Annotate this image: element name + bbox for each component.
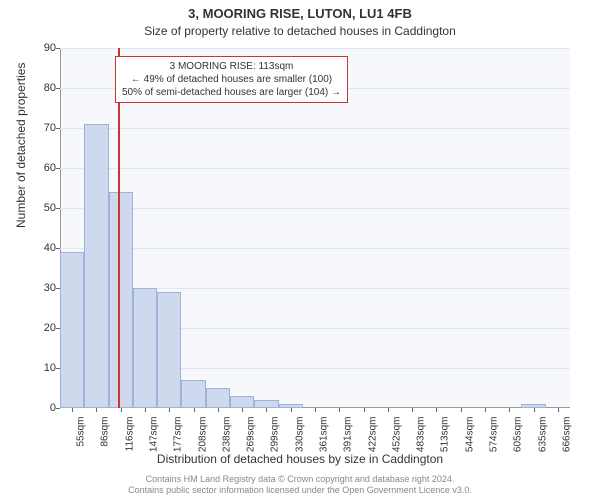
x-tick-label: 269sqm xyxy=(240,417,257,453)
histogram-bar xyxy=(109,192,133,408)
x-tick-mark xyxy=(242,408,243,412)
x-tick-label: 330sqm xyxy=(288,417,305,453)
x-tick-label: 544sqm xyxy=(458,417,475,453)
histogram-bar xyxy=(230,396,254,408)
gridline xyxy=(60,48,570,49)
x-tick-label: 361sqm xyxy=(313,417,330,453)
x-tick-mark xyxy=(558,408,559,412)
x-tick-mark xyxy=(145,408,146,412)
x-tick-label: 513sqm xyxy=(434,417,451,453)
x-tick-mark xyxy=(72,408,73,412)
y-tick-label: 20 xyxy=(28,322,60,334)
x-tick-mark xyxy=(461,408,462,412)
x-tick-mark xyxy=(339,408,340,412)
x-tick-mark xyxy=(388,408,389,412)
x-tick-label: 208sqm xyxy=(191,417,208,453)
y-tick-label: 30 xyxy=(28,282,60,294)
x-tick-label: 147sqm xyxy=(143,417,160,453)
x-tick-mark xyxy=(534,408,535,412)
y-tick-label: 50 xyxy=(28,202,60,214)
x-tick-mark xyxy=(96,408,97,412)
x-tick-mark xyxy=(194,408,195,412)
x-tick-mark xyxy=(509,408,510,412)
chart-container: 3, MOORING RISE, LUTON, LU1 4FB Size of … xyxy=(0,0,600,500)
y-tick-label: 0 xyxy=(28,402,60,414)
x-axis-label: Distribution of detached houses by size … xyxy=(0,452,600,466)
chart-title: 3, MOORING RISE, LUTON, LU1 4FB xyxy=(0,6,600,21)
x-tick-label: 177sqm xyxy=(167,417,184,453)
x-tick-label: 605sqm xyxy=(507,417,524,453)
histogram-bar xyxy=(133,288,157,408)
x-tick-label: 86sqm xyxy=(94,417,111,447)
gridline xyxy=(60,168,570,169)
x-tick-label: 299sqm xyxy=(264,417,281,453)
x-tick-label: 238sqm xyxy=(215,417,232,453)
x-tick-mark xyxy=(266,408,267,412)
x-tick-mark xyxy=(218,408,219,412)
x-tick-mark xyxy=(169,408,170,412)
annotation-line: 50% of semi-detached houses are larger (… xyxy=(122,86,341,99)
histogram-bar xyxy=(84,124,108,408)
histogram-bar xyxy=(206,388,230,408)
footer-line-2: Contains public sector information licen… xyxy=(0,485,600,496)
x-tick-label: 666sqm xyxy=(555,417,572,453)
gridline xyxy=(60,128,570,129)
y-tick-label: 60 xyxy=(28,162,60,174)
gridline xyxy=(60,208,570,209)
y-axis-label: Number of detached properties xyxy=(14,63,28,228)
x-tick-label: 452sqm xyxy=(385,417,402,453)
histogram-bar xyxy=(60,252,84,408)
y-tick-label: 90 xyxy=(28,42,60,54)
y-tick-label: 10 xyxy=(28,362,60,374)
footer-line-1: Contains HM Land Registry data © Crown c… xyxy=(0,474,600,485)
histogram-bar xyxy=(157,292,181,408)
x-tick-label: 574sqm xyxy=(483,417,500,453)
x-tick-mark xyxy=(485,408,486,412)
x-tick-label: 391sqm xyxy=(337,417,354,453)
x-tick-mark xyxy=(315,408,316,412)
x-tick-label: 483sqm xyxy=(410,417,427,453)
x-tick-mark xyxy=(364,408,365,412)
y-tick-label: 80 xyxy=(28,82,60,94)
plot-area: 010203040506070809055sqm86sqm116sqm147sq… xyxy=(60,48,570,408)
x-tick-label: 55sqm xyxy=(70,417,87,447)
x-tick-label: 635sqm xyxy=(531,417,548,453)
histogram-bar xyxy=(254,400,278,408)
footer-attribution: Contains HM Land Registry data © Crown c… xyxy=(0,474,600,497)
histogram-bar xyxy=(181,380,205,408)
annotation-line: ← 49% of detached houses are smaller (10… xyxy=(122,73,341,86)
x-tick-mark xyxy=(412,408,413,412)
x-tick-label: 116sqm xyxy=(118,417,135,452)
annotation-line: 3 MOORING RISE: 113sqm xyxy=(122,60,341,73)
x-tick-mark xyxy=(291,408,292,412)
chart-subtitle: Size of property relative to detached ho… xyxy=(0,24,600,38)
y-tick-label: 40 xyxy=(28,242,60,254)
y-tick-label: 70 xyxy=(28,122,60,134)
annotation-box: 3 MOORING RISE: 113sqm← 49% of detached … xyxy=(115,56,348,103)
gridline xyxy=(60,248,570,249)
x-tick-mark xyxy=(121,408,122,412)
x-tick-mark xyxy=(436,408,437,412)
x-tick-label: 422sqm xyxy=(361,417,378,453)
